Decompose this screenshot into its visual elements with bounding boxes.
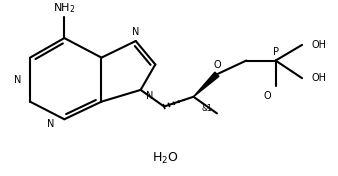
- Text: H$_2$O: H$_2$O: [152, 151, 178, 166]
- Text: N: N: [47, 119, 54, 129]
- Polygon shape: [193, 72, 219, 97]
- Text: NH$_2$: NH$_2$: [53, 1, 76, 15]
- Text: OH: OH: [312, 40, 327, 50]
- Text: N: N: [14, 75, 21, 85]
- Text: O: O: [264, 91, 272, 101]
- Text: P: P: [273, 47, 279, 57]
- Text: O: O: [213, 60, 221, 70]
- Text: OH: OH: [312, 73, 327, 83]
- Text: N: N: [146, 91, 154, 101]
- Text: N: N: [132, 27, 140, 37]
- Text: &1: &1: [201, 104, 212, 113]
